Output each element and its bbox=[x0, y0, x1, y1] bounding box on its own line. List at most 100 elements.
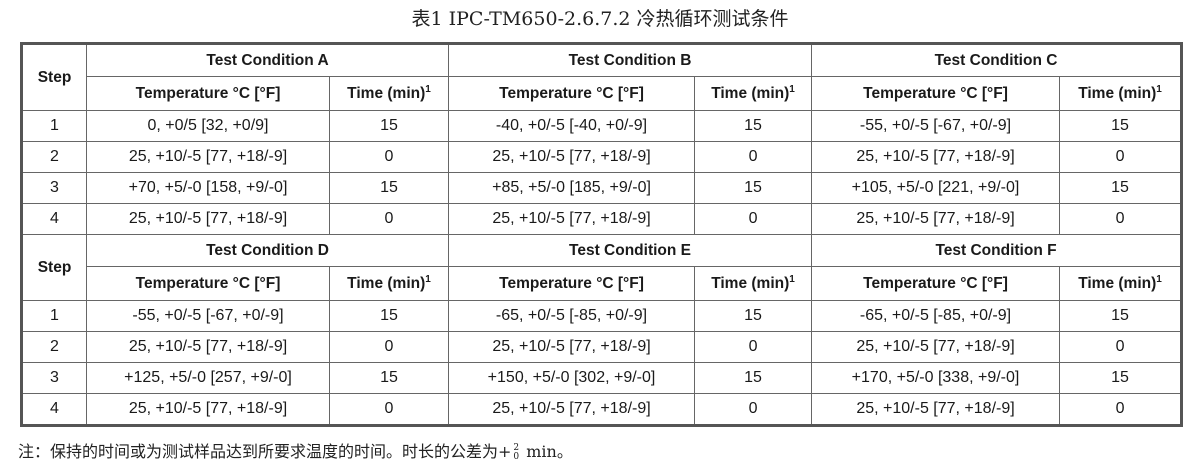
thermal-cycling-conditions-table: Step Test Condition A Test Condition B Test… bbox=[20, 42, 1184, 427]
tolerance-upper: 2 bbox=[513, 442, 520, 453]
time-cell: 0 bbox=[1059, 141, 1183, 173]
time-cell: 0 bbox=[328, 393, 450, 426]
temperature-cell: +125, +5/-0 [257, +9/-0] bbox=[86, 362, 330, 394]
footnote-unit: min。 bbox=[521, 442, 573, 461]
time-cell: 0 bbox=[1059, 331, 1183, 363]
time-cell: 0 bbox=[328, 141, 450, 173]
step-cell: 4 bbox=[21, 393, 87, 426]
temperature-cell: 25, +10/-5 [77, +18/-9] bbox=[811, 393, 1061, 426]
temperature-cell: -65, +0/-5 [-85, +0/-9] bbox=[811, 300, 1061, 332]
table-row: 1 -55, +0/-5 [-67, +0/-9] 15 -65, +0/-5 [-8… bbox=[21, 300, 1183, 332]
time-cell: 0 bbox=[1059, 203, 1183, 235]
temperature-cell: 25, +10/-5 [77, +18/-9] bbox=[811, 141, 1061, 173]
time-cell: 15 bbox=[1059, 362, 1183, 394]
time-cell: 15 bbox=[328, 110, 450, 142]
temperature-header: Temperature °C [°F] bbox=[811, 266, 1061, 301]
step-cell: 3 bbox=[21, 362, 87, 394]
temperature-cell: 25, +10/-5 [77, +18/-9] bbox=[86, 203, 330, 235]
column-header-row: Temperature °C [°F] Time (min)1 Temperatu… bbox=[22, 76, 1183, 111]
time-header: Time (min)1 bbox=[1059, 76, 1183, 111]
footnote: 注：保持的时间或为测试样品达到所要求温度的时间。时长的公差为+ 2 0 min。 bbox=[18, 438, 573, 462]
time-cell: 15 bbox=[328, 362, 450, 394]
temperature-cell: 25, +10/-5 [77, +18/-9] bbox=[811, 203, 1061, 235]
time-header: Time (min)1 bbox=[328, 266, 450, 301]
table-row: 2 25, +10/-5 [77, +18/-9] 0 25, +10/-5 [77,… bbox=[21, 331, 1183, 363]
footnote-marker: 1 bbox=[425, 273, 431, 285]
step-header: Step bbox=[21, 43, 87, 111]
time-cell: 0 bbox=[694, 203, 813, 235]
temperature-cell: -55, +0/-5 [-67, +0/-9] bbox=[811, 110, 1061, 142]
temperature-cell: +105, +5/-0 [221, +9/-0] bbox=[811, 172, 1061, 204]
step-cell: 2 bbox=[21, 331, 87, 363]
time-header: Time (min)1 bbox=[694, 266, 813, 301]
footnote-marker: 1 bbox=[789, 83, 795, 95]
temperature-cell: 25, +10/-5 [77, +18/-9] bbox=[448, 331, 696, 363]
condition-header: Test Condition D bbox=[85, 234, 450, 267]
table-row: 4 25, +10/-5 [77, +18/-9] 0 25, +10/-5 [77,… bbox=[21, 203, 1183, 235]
footnote-marker: 1 bbox=[789, 273, 795, 285]
time-cell: 0 bbox=[694, 331, 813, 363]
temperature-cell: +170, +5/-0 [338, +9/-0] bbox=[811, 362, 1061, 394]
temperature-header: Temperature °C [°F] bbox=[448, 76, 696, 111]
time-cell: 0 bbox=[328, 203, 450, 235]
condition-header: Test Condition C bbox=[811, 43, 1183, 77]
time-cell: 15 bbox=[694, 172, 813, 204]
temperature-cell: 25, +10/-5 [77, +18/-9] bbox=[448, 203, 696, 235]
footnote-marker: 1 bbox=[1156, 83, 1162, 95]
time-header: Time (min)1 bbox=[328, 76, 450, 111]
time-cell: 15 bbox=[328, 172, 450, 204]
time-cell: 15 bbox=[694, 362, 813, 394]
table-row: 3 +70, +5/-0 [158, +9/-0] 15 +85, +5/-0 [18… bbox=[21, 172, 1183, 204]
table-row: 4 25, +10/-5 [77, +18/-9] 0 25, +10/-5 [77,… bbox=[21, 393, 1183, 426]
temperature-cell: +150, +5/-0 [302, +9/-0] bbox=[448, 362, 696, 394]
table-title: 表1 IPC-TM650-2.6.7.2 冷热循环测试条件 bbox=[411, 8, 789, 30]
step-header: Step bbox=[21, 234, 87, 301]
table-row: 2 25, +10/-5 [77, +18/-9] 0 25, +10/-5 [77,… bbox=[21, 141, 1183, 173]
temperature-cell: -65, +0/-5 [-85, +0/-9] bbox=[448, 300, 696, 332]
temperature-cell: 25, +10/-5 [77, +18/-9] bbox=[86, 331, 330, 363]
temperature-cell: 0, +0/5 [32, +0/9] bbox=[86, 110, 330, 142]
table-row: 3 +125, +5/-0 [257, +9/-0] 15 +150, +5/-0 [… bbox=[21, 362, 1183, 394]
column-header-row: Temperature °C [°F] Time (min)1 Temperatu… bbox=[22, 266, 1183, 301]
time-cell: 15 bbox=[1059, 300, 1183, 332]
time-cell: 0 bbox=[694, 393, 813, 426]
step-cell: 1 bbox=[21, 110, 87, 142]
tolerance-lower: 0 bbox=[513, 451, 520, 462]
condition-header: Test Condition B bbox=[448, 43, 813, 77]
step-cell: 3 bbox=[21, 172, 87, 204]
time-cell: 15 bbox=[694, 110, 813, 142]
condition-header-row: Step Test Condition D Test Condition E Test… bbox=[21, 234, 1183, 301]
temperature-header: Temperature °C [°F] bbox=[448, 266, 696, 301]
temperature-header: Temperature °C [°F] bbox=[86, 76, 330, 111]
temperature-cell: -55, +0/-5 [-67, +0/-9] bbox=[86, 300, 330, 332]
footnote-text: 注：保持的时间或为测试样品达到所要求温度的时间。时长的公差为+ bbox=[18, 442, 512, 461]
condition-header-row: Step Test Condition A Test Condition B Test… bbox=[21, 43, 1183, 111]
temperature-header: Temperature °C [°F] bbox=[86, 266, 330, 301]
temperature-cell: 25, +10/-5 [77, +18/-9] bbox=[811, 331, 1061, 363]
temperature-cell: +70, +5/-0 [158, +9/-0] bbox=[86, 172, 330, 204]
temperature-cell: 25, +10/-5 [77, +18/-9] bbox=[448, 141, 696, 173]
time-cell: 0 bbox=[694, 141, 813, 173]
condition-header: Test Condition A bbox=[85, 43, 450, 77]
footnote-marker: 1 bbox=[1156, 273, 1162, 285]
step-cell: 4 bbox=[21, 203, 87, 235]
time-cell: 0 bbox=[328, 331, 450, 363]
time-cell: 0 bbox=[1059, 393, 1183, 426]
temperature-header: Temperature °C [°F] bbox=[811, 76, 1061, 111]
table-row: 1 0, +0/5 [32, +0/9] 15 -40, +0/-5 [-40, +0… bbox=[21, 110, 1183, 142]
temperature-cell: 25, +10/-5 [77, +18/-9] bbox=[448, 393, 696, 426]
footnote-marker: 1 bbox=[425, 83, 431, 95]
time-cell: 15 bbox=[1059, 110, 1183, 142]
temperature-cell: -40, +0/-5 [-40, +0/-9] bbox=[448, 110, 696, 142]
time-cell: 15 bbox=[694, 300, 813, 332]
step-cell: 1 bbox=[21, 300, 87, 332]
temperature-cell: 25, +10/-5 [77, +18/-9] bbox=[86, 393, 330, 426]
temperature-cell: 25, +10/-5 [77, +18/-9] bbox=[86, 141, 330, 173]
condition-header: Test Condition F bbox=[811, 234, 1183, 267]
time-header: Time (min)1 bbox=[1059, 266, 1183, 301]
condition-header: Test Condition E bbox=[448, 234, 813, 267]
temperature-cell: +85, +5/-0 [185, +9/-0] bbox=[448, 172, 696, 204]
step-cell: 2 bbox=[21, 141, 87, 173]
time-header: Time (min)1 bbox=[694, 76, 813, 111]
